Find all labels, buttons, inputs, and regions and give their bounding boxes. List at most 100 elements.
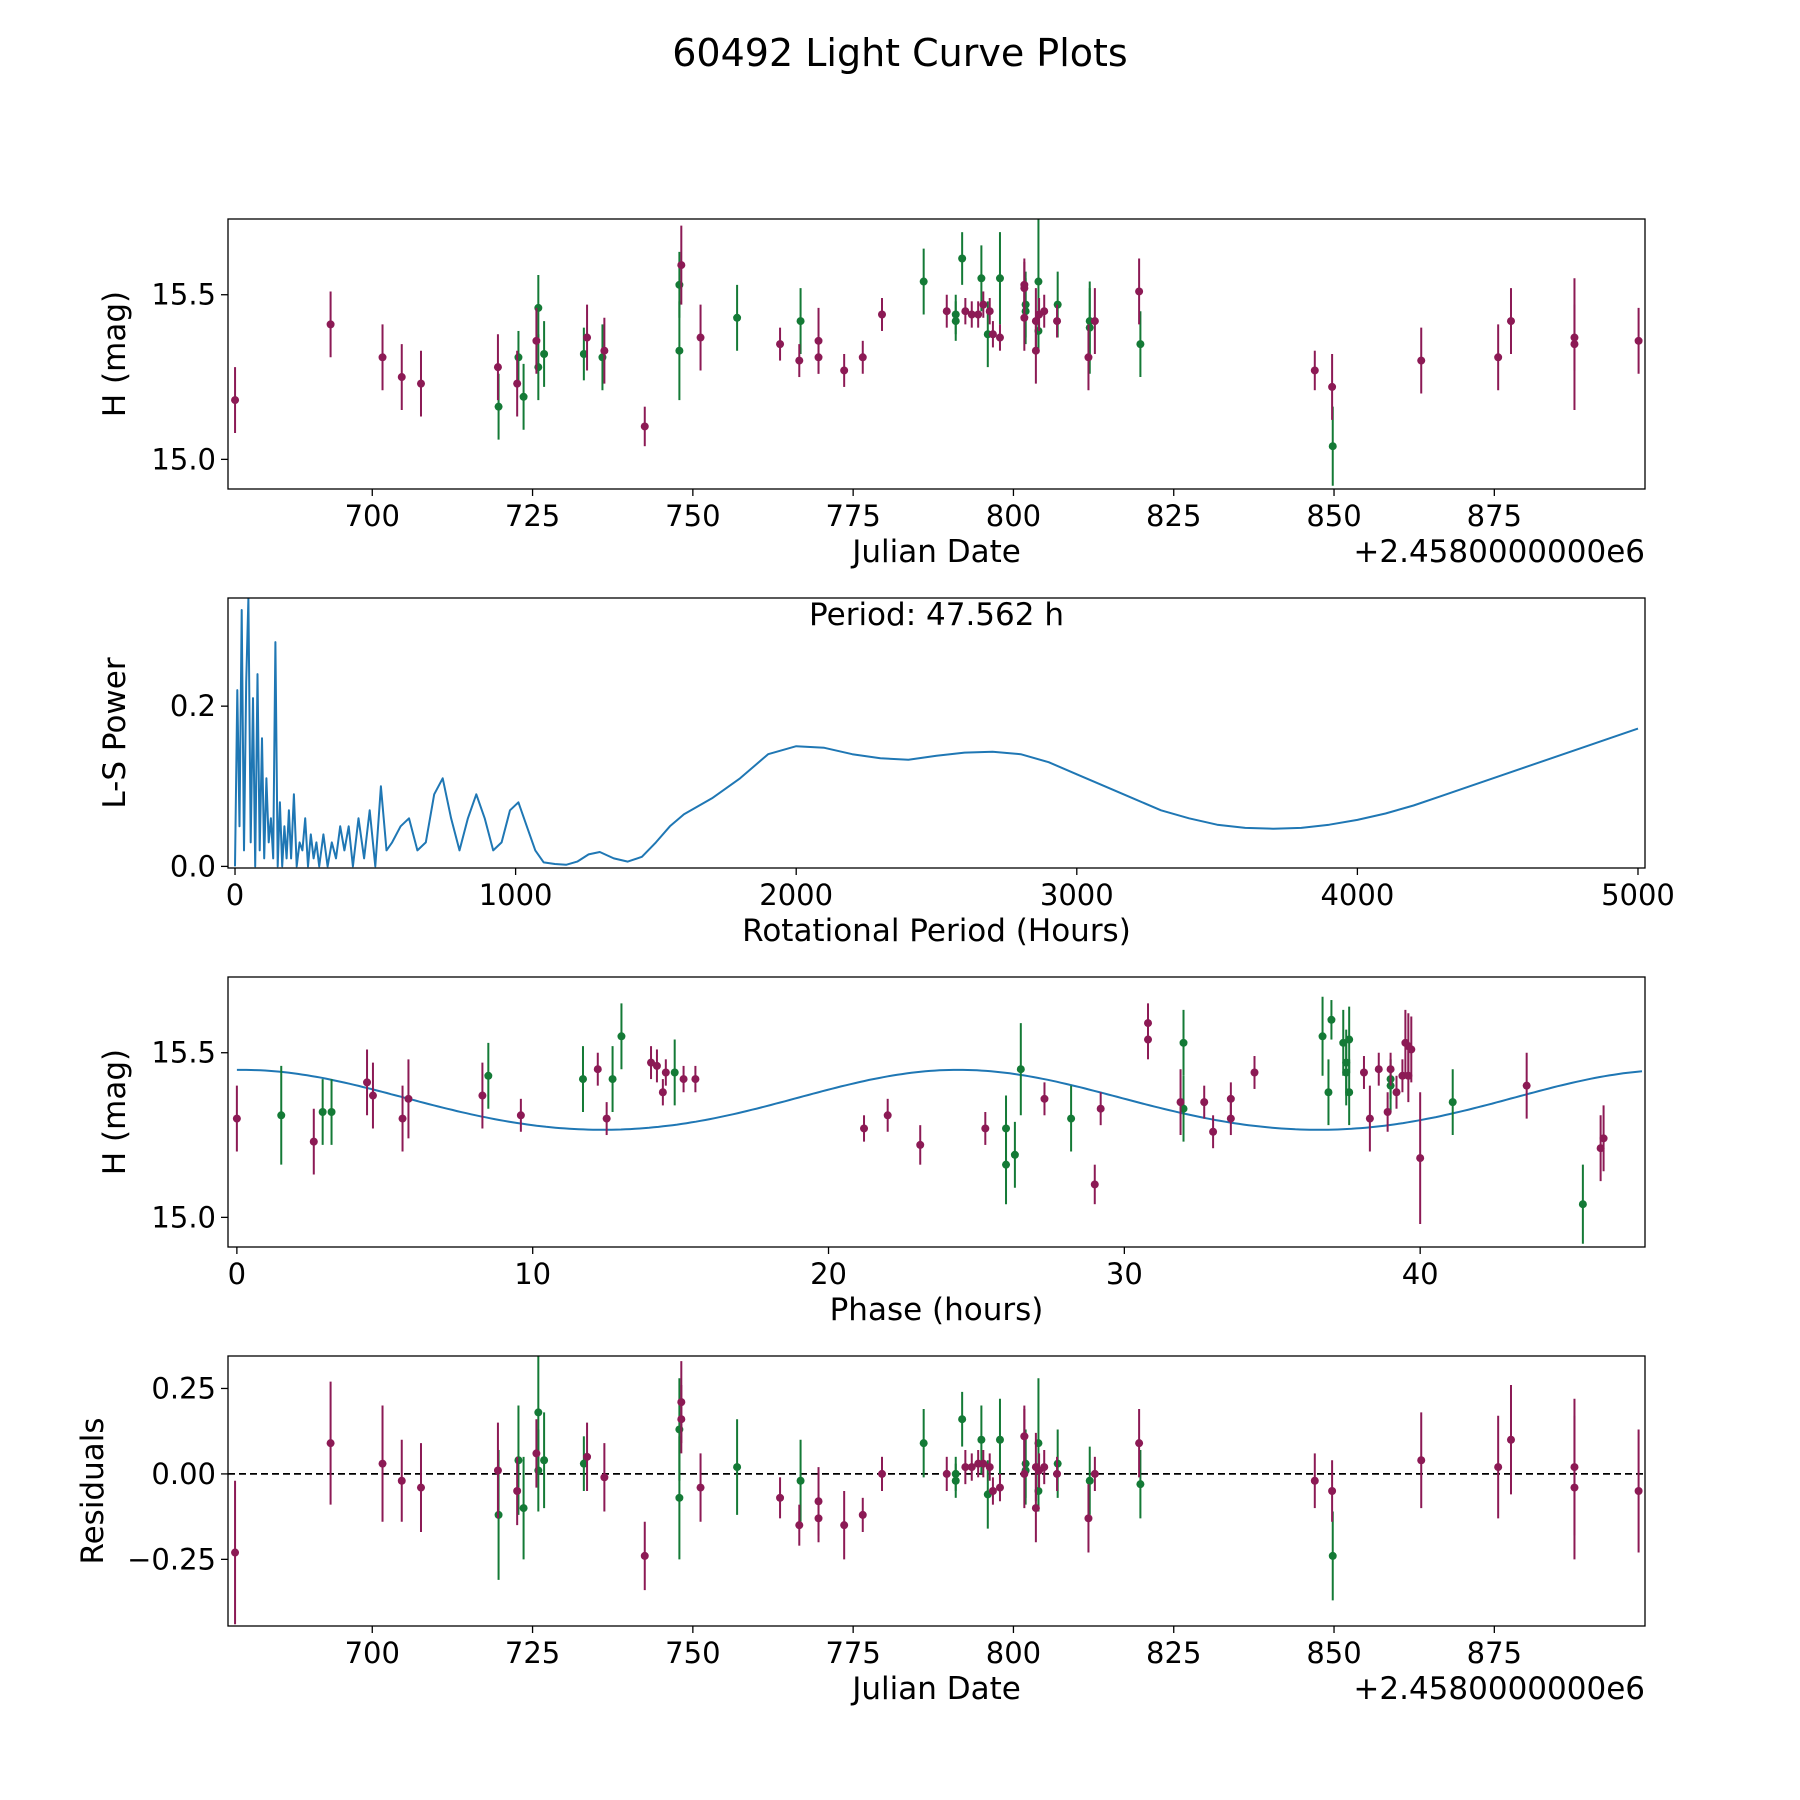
- data-point-red: [878, 1456, 886, 1491]
- marker: [513, 1487, 522, 1495]
- data-point-green: [1136, 311, 1145, 378]
- data-point-red: [961, 298, 970, 325]
- data-point-red: [1407, 1016, 1416, 1083]
- marker: [776, 1493, 785, 1502]
- x-tick-label: 10: [514, 1257, 551, 1291]
- marker: [1345, 1088, 1354, 1097]
- data-point-red: [974, 301, 983, 328]
- data-point-red: [1494, 1415, 1503, 1519]
- data-point-green: [1328, 1511, 1337, 1601]
- x-tick-label: 850: [1306, 499, 1361, 533]
- marker: [1040, 307, 1049, 316]
- data-point-green: [1136, 1449, 1145, 1519]
- data-point-green: [675, 1436, 684, 1560]
- marker: [1096, 1104, 1105, 1113]
- data-point-red: [640, 1521, 649, 1591]
- data-point-green: [484, 1042, 493, 1109]
- marker: [617, 1032, 626, 1041]
- marker: [1448, 1098, 1457, 1107]
- x-tick-label: 875: [1467, 499, 1522, 533]
- data-point-green: [514, 330, 523, 384]
- x-offset-label: +2.4580000000e6: [1353, 1671, 1645, 1707]
- marker: [1416, 1154, 1425, 1163]
- data-point-green: [579, 1436, 588, 1491]
- data-point-red: [309, 1108, 318, 1175]
- marker: [951, 317, 960, 326]
- data-point-red: [326, 291, 335, 358]
- data-point-red: [1506, 288, 1515, 354]
- data-point-red: [1135, 1408, 1144, 1478]
- data-point-red: [1386, 1052, 1395, 1086]
- marker: [942, 1469, 951, 1478]
- data-point-red: [1634, 307, 1643, 374]
- data-point-red: [858, 1497, 867, 1533]
- marker: [958, 254, 967, 263]
- data-point-red: [1135, 258, 1144, 325]
- data-point-red: [404, 1059, 413, 1139]
- data-point-red: [593, 1052, 602, 1086]
- marker: [988, 1487, 997, 1495]
- data-point-red: [696, 1453, 705, 1522]
- data-point-green: [1345, 1006, 1354, 1073]
- marker: [796, 317, 805, 326]
- marker: [796, 1476, 805, 1485]
- data-point-red: [600, 1443, 609, 1512]
- x-axis-label: Julian Date: [850, 534, 1021, 570]
- marker: [1365, 1114, 1374, 1123]
- x-tick-label: 4000: [1320, 878, 1394, 912]
- data-point-green: [318, 1079, 327, 1145]
- data-point-red: [691, 1065, 700, 1093]
- marker: [696, 333, 705, 342]
- marker: [519, 392, 528, 401]
- data-point-green: [958, 232, 967, 285]
- x-tick-label: 725: [505, 1636, 560, 1670]
- data-point-green: [1179, 1009, 1188, 1076]
- data-point-red: [776, 327, 785, 361]
- marker: [883, 1111, 892, 1120]
- data-point-red: [795, 344, 804, 378]
- marker: [916, 1140, 925, 1149]
- data-point-red: [1031, 288, 1040, 354]
- marker: [1359, 1068, 1368, 1077]
- data-point-red: [1570, 1415, 1579, 1560]
- marker: [516, 1111, 525, 1120]
- marker: [1090, 317, 1099, 326]
- marker: [318, 1108, 327, 1116]
- data-point-red: [1040, 1449, 1049, 1485]
- marker: [593, 1065, 602, 1074]
- marker: [640, 1551, 649, 1560]
- marker: [1386, 1065, 1395, 1074]
- data-point-red: [1090, 288, 1099, 354]
- marker: [1570, 1483, 1579, 1492]
- data-point-green: [514, 1405, 523, 1515]
- data-point-red: [583, 1422, 592, 1491]
- marker: [1002, 1160, 1011, 1169]
- x-tick-label: 750: [665, 499, 720, 533]
- data-point-red: [1374, 1052, 1383, 1086]
- marker: [919, 1439, 928, 1448]
- marker: [416, 1483, 425, 1492]
- data-point-red: [967, 1453, 976, 1481]
- marker: [1020, 313, 1029, 322]
- data-point-red: [1634, 1429, 1643, 1553]
- x-tick-label: 5000: [1601, 878, 1675, 912]
- axes-frame: [227, 976, 1646, 1248]
- data-point-green: [1578, 1164, 1587, 1244]
- marker: [1209, 1127, 1218, 1136]
- marker: [1144, 1035, 1153, 1044]
- data-point-red: [1365, 1085, 1374, 1152]
- marker: [985, 307, 994, 316]
- data-point-red: [988, 1477, 997, 1505]
- plot-area-phased: [232, 996, 1643, 1244]
- marker: [397, 373, 406, 382]
- x-tick-label: 800: [986, 499, 1041, 533]
- marker: [608, 1075, 617, 1084]
- marker: [691, 1075, 700, 1084]
- marker: [661, 1068, 670, 1077]
- marker: [985, 1463, 994, 1472]
- marker: [416, 379, 425, 388]
- marker: [860, 1124, 869, 1133]
- data-point-green: [1324, 1059, 1333, 1126]
- data-point-red: [679, 1065, 688, 1093]
- marker: [1570, 333, 1579, 342]
